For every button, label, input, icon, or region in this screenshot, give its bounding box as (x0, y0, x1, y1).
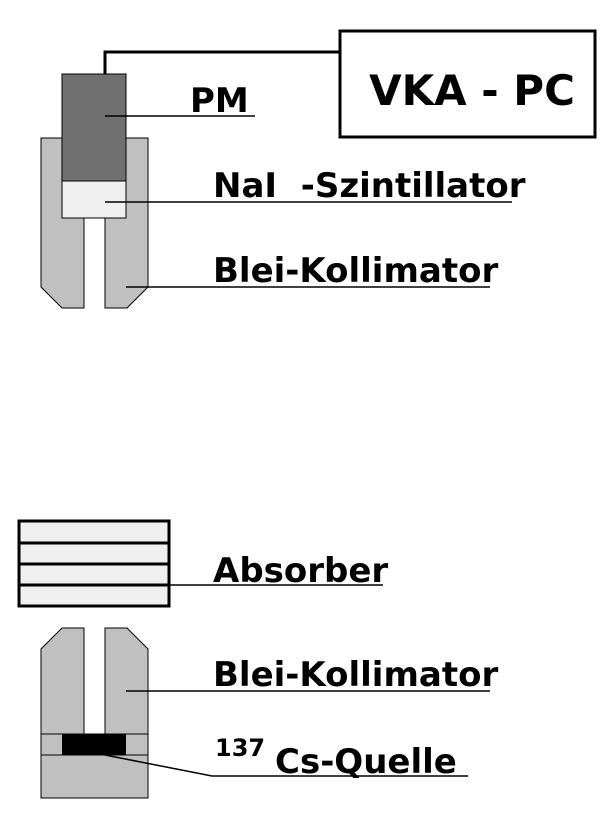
photomultiplier (61, 73, 127, 182)
nai-label: NaI -Szintillator (213, 166, 526, 206)
cs-leader-line (104, 754, 468, 777)
cs-mass-number: 137 (215, 734, 265, 762)
lead-collimator-bottom-left (40, 627, 85, 735)
absorber-plate (17, 583, 171, 608)
absorber-plate (17, 541, 171, 566)
vka-pc-label: VKA - PC (369, 66, 575, 115)
blei-kollimator-bottom-label: Blei-Kollimator (213, 655, 498, 695)
vka-pc-box (338, 29, 597, 139)
cs-source (62, 734, 126, 755)
cs-quelle-label: Cs-Quelle (275, 742, 457, 782)
pm-label: PM (190, 81, 249, 121)
absorber-label: Absorber (213, 551, 388, 591)
absorber-plate (17, 519, 171, 545)
signal-cable (103, 50, 340, 74)
nai-crystal (61, 180, 127, 219)
lead-collimator-bottom-right (104, 627, 149, 735)
absorber-stack (17, 519, 171, 608)
blei-kollimator-top-label: Blei-Kollimator (213, 251, 498, 291)
absorber-plate (17, 562, 171, 587)
